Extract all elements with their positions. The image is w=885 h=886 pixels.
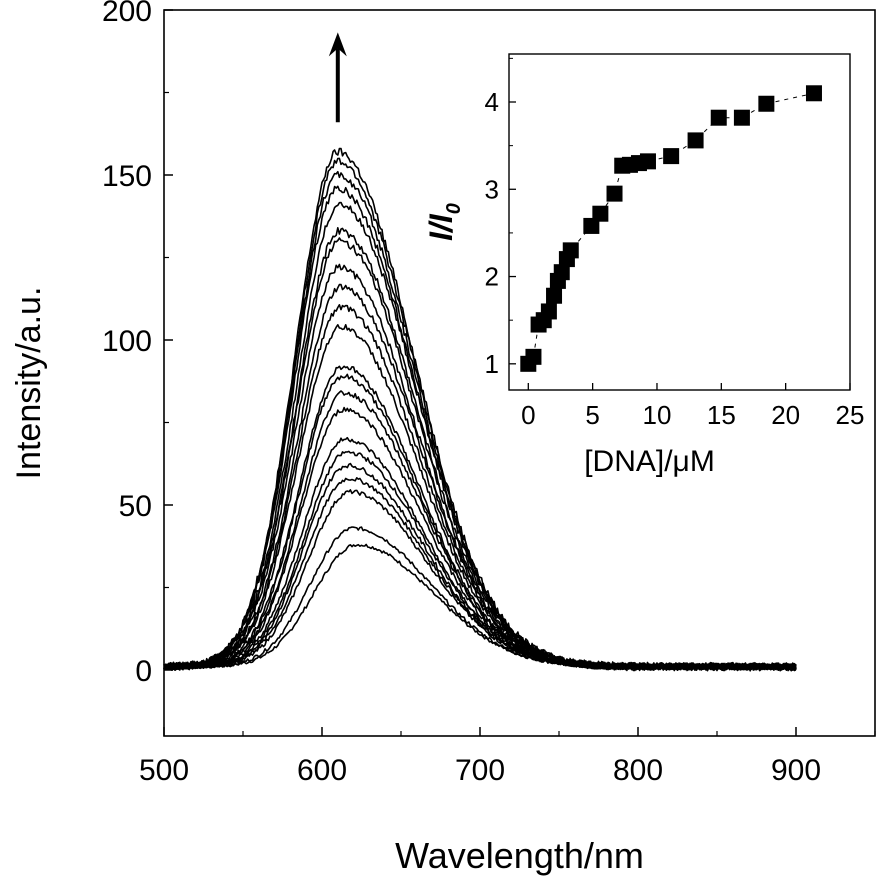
main-x-tick-label: 800	[613, 754, 663, 787]
main-y-tick-label: 0	[135, 655, 152, 688]
inset-plot-frame	[509, 54, 850, 390]
inset-y-axis-title-main: I/I	[423, 213, 459, 241]
inset-x-tick-label: 25	[836, 400, 865, 430]
inset-x-tick-label: 5	[585, 400, 599, 430]
peak-increase-arrow	[329, 32, 347, 122]
inset-data-point	[525, 349, 541, 365]
inset-data-point	[546, 288, 562, 304]
inset-data-point	[688, 132, 704, 148]
chart-svg: 500600700800900050100150200 Wavelength/n…	[0, 0, 885, 886]
main-x-axis-title: Wavelength/nm	[395, 835, 644, 876]
inset-y-tick-label: 3	[485, 174, 499, 204]
inset-data-point	[607, 186, 623, 202]
inset-data-point	[563, 242, 579, 258]
inset-y-tick-label: 2	[485, 262, 499, 292]
inset-data-point	[663, 148, 679, 164]
main-x-tick-label: 600	[297, 754, 347, 787]
inset-data-point	[541, 303, 557, 319]
inset-data-point	[640, 153, 656, 169]
main-y-tick-label: 100	[102, 325, 152, 358]
main-x-tick-label: 500	[139, 754, 189, 787]
inset-data-point	[734, 110, 750, 126]
inset-x-tick-label: 15	[707, 400, 736, 430]
main-y-axis-title: Intensity/a.u.	[10, 287, 48, 480]
inset-y-tick-label: 1	[485, 349, 499, 379]
inset-x-tick-label: 0	[521, 400, 535, 430]
main-y-tick-label: 50	[119, 490, 152, 523]
main-x-tick-label: 700	[455, 754, 505, 787]
inset-chart: 05101520251234 [DNA]/μM I/I0	[423, 54, 864, 478]
main-y-tick-label: 150	[102, 160, 152, 193]
inset-x-axis-title: [DNA]/μM	[584, 445, 715, 478]
inset-x-tick-label: 20	[771, 400, 800, 430]
inset-x-tick-label: 10	[643, 400, 672, 430]
inset-data-point	[806, 85, 822, 101]
main-y-tick-label: 200	[102, 0, 152, 28]
inset-y-tick-label: 4	[485, 87, 499, 117]
inset-y-axis-title: I/I0	[423, 203, 465, 241]
inset-data-point	[758, 96, 774, 112]
inset-data-point	[711, 110, 727, 126]
inset-y-axis-title-sub: 0	[443, 203, 465, 214]
inset-data-point	[592, 206, 608, 222]
main-x-tick-label: 900	[771, 754, 821, 787]
